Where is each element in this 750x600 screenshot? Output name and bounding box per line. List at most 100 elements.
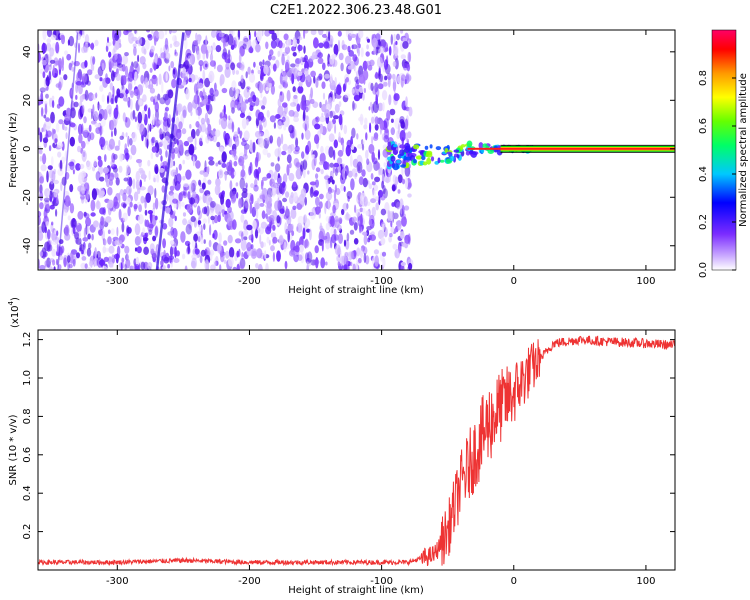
noise-speckle bbox=[315, 78, 319, 88]
noise-speckle bbox=[133, 203, 138, 210]
noise-speckle bbox=[360, 224, 365, 230]
noise-speckle bbox=[377, 102, 384, 112]
noise-speckle bbox=[87, 92, 94, 102]
noise-speckle bbox=[137, 111, 143, 124]
noise-speckle bbox=[363, 234, 368, 246]
noise-speckle bbox=[357, 257, 362, 264]
noise-speckle bbox=[165, 52, 171, 60]
noise-speckle bbox=[152, 235, 157, 242]
noise-speckle bbox=[241, 191, 248, 199]
noise-speckle bbox=[242, 43, 247, 50]
noise-speckle bbox=[302, 159, 308, 171]
noise-speckle bbox=[167, 263, 171, 269]
noise-speckle bbox=[288, 172, 295, 182]
noise-speckle bbox=[300, 160, 305, 172]
noise-speckle bbox=[207, 179, 212, 185]
noise-speckle bbox=[238, 155, 245, 167]
snr-y-multiplier-base: (x10 bbox=[10, 305, 21, 328]
noise-speckle bbox=[390, 127, 395, 136]
noise-speckle bbox=[251, 248, 258, 259]
noise-speckle bbox=[321, 81, 326, 89]
noise-speckle bbox=[56, 230, 59, 236]
noise-speckle bbox=[204, 160, 207, 173]
noise-speckle bbox=[121, 222, 125, 233]
noise-speckle bbox=[134, 236, 141, 246]
noise-speckle bbox=[351, 88, 355, 94]
noise-speckle bbox=[286, 154, 292, 164]
noise-speckle bbox=[138, 214, 144, 225]
noise-speckle bbox=[363, 124, 368, 130]
noise-speckle bbox=[143, 237, 149, 242]
noise-speckle bbox=[265, 80, 270, 86]
noise-speckle bbox=[102, 167, 109, 174]
noise-speckle bbox=[86, 160, 92, 171]
noise-speckle bbox=[158, 119, 163, 125]
noise-speckle bbox=[203, 206, 207, 215]
noise-speckle bbox=[84, 34, 90, 45]
noise-speckle bbox=[287, 148, 292, 156]
noise-speckle bbox=[298, 81, 303, 87]
noise-streak bbox=[155, 32, 185, 270]
noise-speckle bbox=[81, 150, 87, 162]
noise-speckle bbox=[46, 38, 51, 44]
noise-speckle bbox=[288, 124, 294, 134]
noise-speckle bbox=[304, 54, 308, 63]
noise-speckle bbox=[266, 224, 272, 232]
noise-speckle bbox=[257, 136, 264, 148]
noise-speckle bbox=[185, 88, 190, 100]
noise-speckle bbox=[114, 32, 119, 41]
noise-speckle bbox=[384, 75, 388, 81]
noise-speckle bbox=[63, 257, 67, 268]
noise-speckle bbox=[325, 222, 331, 231]
noise-speckle bbox=[277, 98, 282, 108]
noise-speckle bbox=[392, 74, 396, 83]
noise-speckle bbox=[75, 81, 82, 86]
noise-speckle bbox=[379, 119, 384, 130]
noise-speckle bbox=[291, 67, 298, 73]
noise-speckle bbox=[127, 135, 130, 148]
noise-speckle bbox=[353, 238, 359, 245]
noise-speckle bbox=[109, 119, 115, 131]
noise-speckle bbox=[183, 186, 187, 197]
noise-speckle bbox=[93, 111, 99, 121]
noise-speckle bbox=[107, 229, 111, 235]
noise-speckle bbox=[325, 241, 331, 250]
noise-speckle bbox=[365, 51, 370, 57]
noise-speckle bbox=[188, 77, 192, 83]
noise-speckle bbox=[304, 196, 308, 206]
noise-speckle bbox=[269, 49, 274, 56]
noise-speckle bbox=[209, 224, 212, 236]
noise-speckle bbox=[326, 162, 330, 170]
noise-speckle bbox=[81, 256, 87, 261]
noise-speckle bbox=[124, 197, 132, 205]
noise-speckle bbox=[136, 84, 144, 96]
noise-speckle bbox=[102, 246, 107, 254]
noise-speckle bbox=[246, 118, 249, 126]
noise-speckle bbox=[235, 87, 239, 99]
noise-speckle bbox=[140, 195, 145, 204]
noise-speckle bbox=[116, 67, 119, 76]
noise-speckle bbox=[320, 257, 326, 269]
noise-speckle bbox=[55, 122, 60, 133]
noise-speckle bbox=[202, 60, 209, 70]
noise-speckle bbox=[404, 118, 409, 130]
noise-speckle bbox=[318, 73, 323, 80]
noise-speckle bbox=[165, 71, 168, 82]
noise-speckle bbox=[126, 153, 129, 162]
noise-speckle bbox=[293, 191, 298, 202]
spectrogram-x-axis: -300 -200 -100 0 100 bbox=[106, 30, 655, 287]
noise-speckle bbox=[167, 89, 174, 99]
noise-speckle bbox=[281, 181, 286, 189]
signal-blob bbox=[392, 149, 399, 155]
noise-speckle bbox=[129, 138, 133, 146]
noise-speckle bbox=[61, 56, 64, 68]
noise-speckle bbox=[259, 100, 264, 107]
noise-speckle bbox=[94, 74, 100, 80]
noise-speckle bbox=[137, 54, 140, 63]
noise-speckle bbox=[351, 216, 358, 223]
noise-speckle bbox=[146, 139, 149, 149]
y-tick-label: -40 bbox=[22, 238, 33, 254]
noise-speckle bbox=[127, 83, 133, 91]
signal-blob bbox=[393, 144, 398, 148]
noise-speckle bbox=[122, 112, 126, 122]
